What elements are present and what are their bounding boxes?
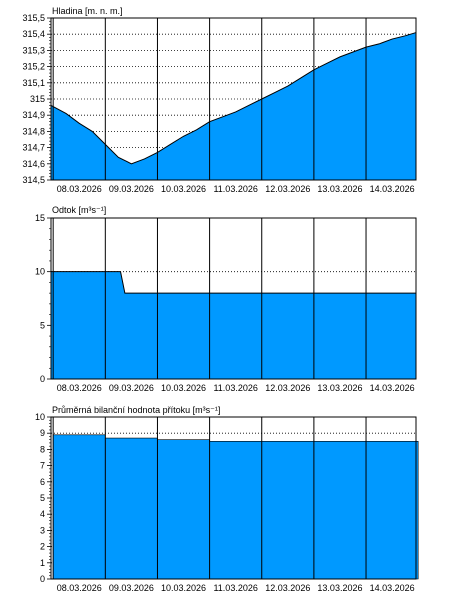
y-tick-label: 4: [40, 509, 45, 519]
series-line: [50, 32, 417, 165]
x-tick-label: 10.03.2026: [161, 184, 206, 194]
y-tick-label: 314,5: [22, 175, 45, 185]
plot-border: [50, 17, 417, 181]
y-tick-label: 315,4: [22, 29, 45, 39]
x-tick-label: 08.03.2026: [57, 383, 102, 393]
y-tick-label: 5: [40, 320, 45, 330]
x-tick-label: 10.03.2026: [161, 583, 206, 593]
x-tick-label: 14.03.2026: [370, 184, 415, 194]
x-tick-label: 09.03.2026: [109, 184, 154, 194]
y-tick-label: 10: [35, 412, 45, 422]
y-tick-label: 315,1: [22, 78, 45, 88]
y-tick-label: 0: [40, 374, 45, 384]
x-tick-label: 11.03.2026: [213, 184, 257, 194]
x-tick-label: 08.03.2026: [57, 184, 102, 194]
y-tick-label: 1: [40, 558, 45, 568]
y-tick-label: 3: [40, 525, 45, 535]
y-tick-label: 7: [40, 461, 45, 471]
y-tick-label: 15: [35, 213, 45, 223]
x-tick-label: 13.03.2026: [317, 583, 362, 593]
y-tick-label: 10: [35, 267, 45, 277]
y-tick-label: 8: [40, 444, 45, 454]
x-tick-label: 12.03.2026: [265, 184, 310, 194]
x-tick-label: 14.03.2026: [370, 583, 415, 593]
y-tick-label: 314,9: [22, 110, 45, 120]
x-tick-label: 13.03.2026: [317, 184, 362, 194]
y-tick-label: 0: [40, 574, 45, 584]
x-tick-label: 12.03.2026: [265, 583, 310, 593]
x-tick-label: 11.03.2026: [213, 383, 257, 393]
y-tick-label: 315,2: [22, 62, 45, 72]
y-tick-label: 315,5: [22, 13, 45, 23]
y-tick-label: 315,3: [22, 45, 45, 55]
series-area: [51, 32, 416, 180]
x-tick-label: 10.03.2026: [161, 383, 206, 393]
x-tick-label: 09.03.2026: [109, 583, 154, 593]
x-tick-label: 11.03.2026: [213, 583, 257, 593]
y-tick-label: 2: [40, 542, 45, 552]
plot-border: [50, 217, 417, 380]
x-tick-label: 13.03.2026: [317, 383, 362, 393]
chart-3-title: Průměrná bilanční hodnota přítoku [m³s⁻¹…: [52, 405, 221, 415]
y-tick-label: 315: [30, 94, 45, 104]
y-tick-label: 314,8: [22, 126, 45, 136]
x-tick-label: 14.03.2026: [370, 383, 415, 393]
y-tick-label: 314,6: [22, 159, 45, 169]
chart-2-title: Odtok [m³s⁻¹]: [52, 205, 107, 215]
series-area: [52, 434, 419, 580]
x-tick-label: 09.03.2026: [109, 383, 154, 393]
y-tick-label: 314,7: [22, 143, 45, 153]
series-area: [51, 271, 416, 379]
y-tick-label: 6: [40, 477, 45, 487]
x-tick-label: 12.03.2026: [265, 383, 310, 393]
chart-1-title: Hladina [m. n. m.]: [52, 6, 123, 16]
y-tick-label: 5: [40, 493, 45, 503]
x-tick-label: 08.03.2026: [57, 583, 102, 593]
plot-border: [50, 416, 417, 580]
y-tick-label: 9: [40, 428, 45, 438]
